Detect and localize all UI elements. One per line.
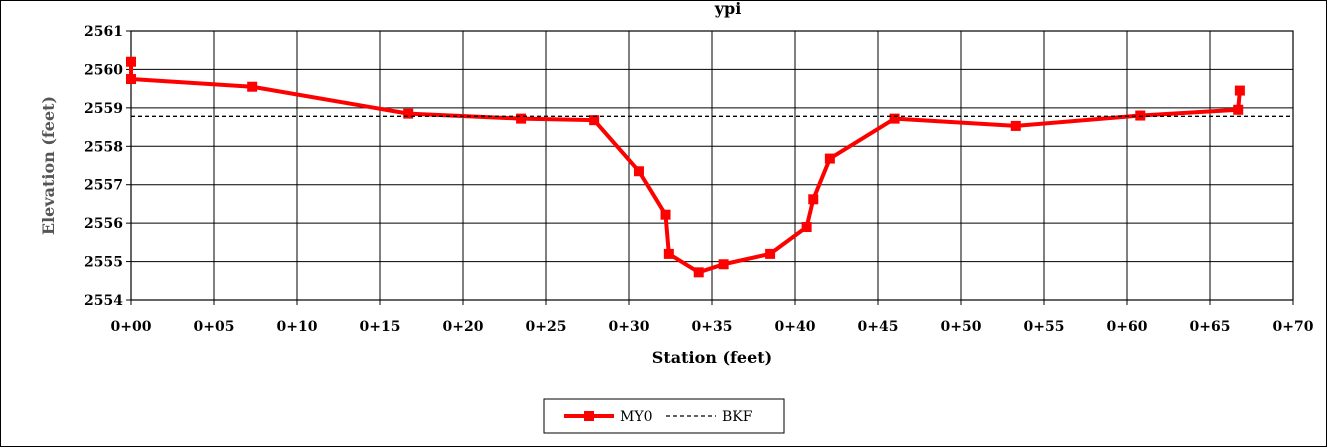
data-point: [589, 115, 600, 126]
legend-label-bkf: BKF: [722, 409, 753, 425]
x-axis-ticks: 0+00 0+05 0+10 0+15 0+20 0+25 0+30 0+35 0+40 0+45…: [111, 300, 1314, 335]
x-axis-title: Station (feet): [652, 348, 772, 367]
y-tick-label: 2556: [84, 216, 123, 232]
y-tick-label: 2557: [84, 178, 123, 194]
x-tick-label: 0+25: [526, 319, 567, 335]
data-point: [1234, 85, 1245, 96]
grid: [130, 30, 1294, 301]
y-tick-label: 2561: [84, 24, 123, 40]
data-point: [1233, 104, 1244, 115]
x-tick-label: 0+70: [1273, 319, 1314, 335]
data-point: [808, 194, 819, 205]
x-tick-label: 0+55: [1024, 319, 1065, 335]
data-point: [801, 221, 812, 232]
x-tick-label: 0+40: [775, 319, 816, 335]
x-tick-label: 0+50: [941, 319, 982, 335]
data-point: [1010, 120, 1021, 131]
x-tick-label: 0+05: [194, 319, 235, 335]
data-point: [765, 248, 776, 259]
y-axis-title: Elevation (feet): [39, 96, 58, 235]
data-point: [516, 113, 527, 124]
y-tick-label: 2554: [84, 293, 123, 309]
y-tick-label: 2560: [84, 62, 123, 78]
series-line-my0: [129, 61, 1242, 275]
x-tick-label: 0+45: [858, 319, 899, 335]
y-tick-label: 2558: [84, 139, 123, 155]
y-tick-label: 2555: [84, 255, 123, 271]
series-layer: [126, 56, 1293, 278]
data-point: [403, 108, 414, 119]
x-tick-label: 0+00: [111, 319, 152, 335]
x-tick-label: 0+35: [692, 319, 733, 335]
x-tick-label: 0+15: [360, 319, 401, 335]
legend: MY0 BKF: [543, 398, 785, 434]
y-tick-label: 2559: [84, 101, 123, 117]
data-point: [126, 56, 136, 67]
data-point: [126, 74, 136, 85]
x-tick-label: 0+65: [1190, 319, 1231, 335]
chart-title: ypi: [714, 1, 742, 18]
x-tick-label: 0+60: [1107, 319, 1148, 335]
legend-label-my0: MY0: [620, 409, 652, 425]
data-point: [889, 113, 900, 124]
data-point: [1135, 110, 1146, 121]
data-point: [824, 153, 835, 164]
y-axis-ticks: 2554 2555 2556 2557 2558 2559 2560 2561: [84, 24, 131, 309]
x-tick-label: 0+30: [609, 319, 650, 335]
data-point: [663, 248, 674, 259]
data-point: [660, 209, 671, 220]
x-tick-label: 0+10: [277, 319, 318, 335]
data-point: [718, 259, 729, 270]
data-point: [247, 81, 258, 92]
legend-marker-my0: [584, 411, 594, 421]
x-tick-label: 0+20: [443, 319, 484, 335]
data-point: [693, 267, 704, 278]
data-point: [633, 166, 644, 177]
